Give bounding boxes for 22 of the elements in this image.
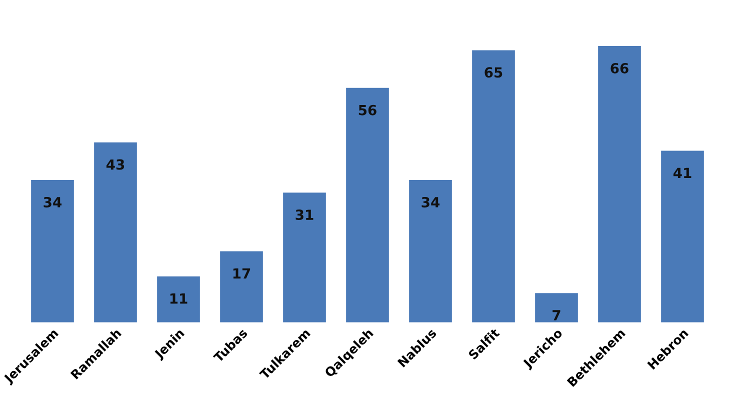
bar bbox=[472, 50, 515, 322]
data-label: 43 bbox=[106, 159, 124, 170]
data-label: 31 bbox=[296, 210, 314, 220]
data-label: 17 bbox=[233, 268, 250, 278]
bar bbox=[220, 251, 263, 322]
bar bbox=[598, 46, 641, 322]
bar bbox=[283, 192, 326, 322]
data-label: 11 bbox=[170, 293, 188, 304]
data-label: 65 bbox=[484, 67, 502, 78]
data-label: 34 bbox=[44, 196, 62, 208]
bar bbox=[409, 180, 452, 322]
data-label: 66 bbox=[610, 62, 628, 74]
bar bbox=[157, 276, 200, 322]
bar bbox=[661, 150, 704, 322]
data-label: 56 bbox=[358, 104, 376, 116]
data-label: 34 bbox=[422, 196, 440, 208]
bar bbox=[346, 88, 389, 322]
bar bbox=[94, 142, 137, 322]
bar bbox=[31, 180, 74, 322]
data-label: 7 bbox=[552, 310, 560, 320]
bar bbox=[535, 293, 578, 322]
data-label: 41 bbox=[673, 168, 692, 178]
